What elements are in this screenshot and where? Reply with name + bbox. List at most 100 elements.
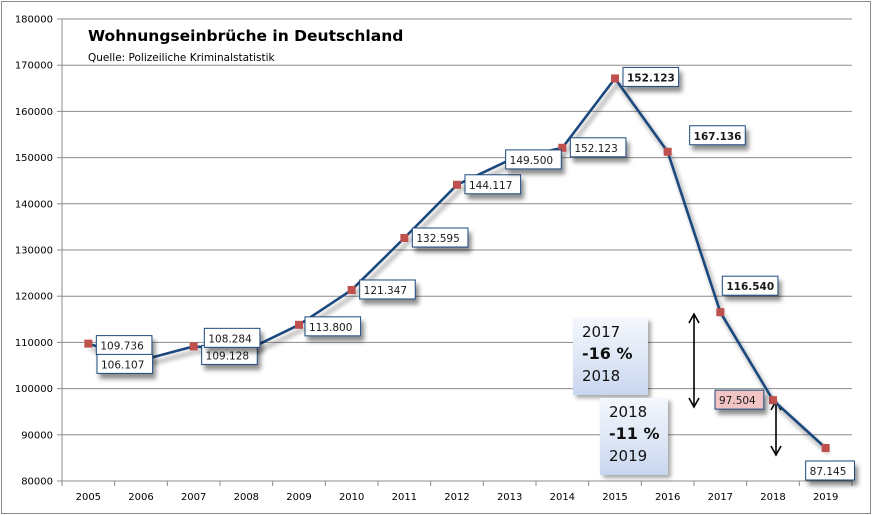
x-tick-label: 2016: [655, 492, 680, 503]
data-label-2018: 97.504: [714, 389, 765, 410]
x-tick-label: 2010: [339, 492, 364, 503]
y-tick-label: 160000: [15, 107, 53, 118]
data-point-marker-2010: [347, 285, 356, 294]
data-point-marker-2016: [663, 147, 672, 156]
y-tick-label: 130000: [15, 246, 53, 257]
x-tick-label: 2005: [76, 492, 101, 503]
data-label-2014: 152.123: [569, 137, 627, 158]
data-label-text: 167.136: [694, 131, 742, 143]
data-label-2008: 108.284: [203, 327, 261, 348]
data-label-box: [721, 275, 779, 296]
annotation-to-year: 2018: [582, 367, 621, 385]
y-tick-label: 100000: [15, 384, 53, 395]
data-label-text: 132.595: [416, 233, 459, 245]
data-label-2007: 109.128: [201, 344, 258, 365]
y-tick-label: 90000: [21, 430, 53, 441]
y-tick-label: 120000: [15, 292, 53, 303]
data-label-text: 106.107: [101, 359, 144, 371]
x-tick-label: 2019: [813, 492, 838, 503]
data-point-marker-2009: [295, 320, 303, 329]
x-tick-label: 2008: [234, 492, 259, 503]
y-tick-label: 170000: [15, 61, 53, 72]
data-label-box: [411, 227, 469, 248]
x-tick-label: 2014: [550, 492, 575, 503]
y-tick-label: 110000: [15, 338, 53, 349]
data-label-box: [569, 137, 627, 158]
gridlines: [62, 18, 852, 436]
arrow-head-down: [688, 397, 700, 409]
x-tick-label: 2007: [181, 492, 206, 503]
x-tick-label: 2018: [760, 492, 785, 503]
data-point-marker-2012: [453, 180, 461, 189]
annotation-box-2018-2019: 2018 -11 % 2019: [600, 398, 668, 475]
data-label-2006: 106.107: [96, 353, 154, 374]
data-label-text: 116.540: [726, 281, 774, 293]
data-label-box: [96, 353, 154, 374]
data-label-box: [689, 125, 746, 146]
data-point-marker-2015: [611, 74, 619, 83]
data-label-text: 108.284: [208, 333, 252, 345]
data-label-box: [304, 316, 362, 337]
annotation-from-year: 2017: [582, 323, 621, 341]
x-tick-label: 2012: [444, 492, 469, 503]
data-labels: 109.736 106.107 109.128 108.284 113.800 121.3…: [95, 66, 855, 481]
data-label-2015: 152.123: [622, 66, 680, 87]
y-tick-label: 80000: [21, 477, 53, 488]
data-label-box: [714, 389, 765, 410]
data-label-text: 152.123: [627, 72, 675, 84]
data-point-marker-2019: [821, 443, 830, 452]
data-label-2012: 144.117: [464, 174, 522, 195]
x-tick-label: 2011: [392, 492, 417, 503]
data-label-box: [622, 66, 680, 87]
x-tick-label: 2009: [286, 492, 311, 503]
data-label-text: 87.145: [810, 466, 847, 478]
change-arrows: [688, 312, 782, 457]
x-tick-label: 2006: [128, 492, 153, 503]
annotation-box-2017-2018: 2017 -16 % 2018: [573, 318, 648, 395]
x-tick-label: 2013: [497, 492, 522, 503]
data-label-2013: 149.500: [505, 149, 562, 170]
data-label-box: [359, 279, 416, 300]
arrow-head-down: [770, 445, 782, 457]
data-label-box: [505, 149, 562, 170]
axes: 80000 90000 100000 110000 120000 130000 140000…: [15, 15, 853, 503]
data-label-text: 109.128: [206, 350, 249, 362]
data-label-2017: 116.540: [721, 275, 779, 296]
data-point-marker-2017: [716, 308, 725, 317]
arrow-2018-2019: [770, 399, 782, 457]
y-tick-label: 150000: [15, 153, 53, 164]
data-label-2010: 121.347: [359, 279, 416, 300]
data-label-box: [805, 460, 855, 481]
data-label-box: [464, 174, 522, 195]
data-label-box: [203, 327, 261, 348]
annotation-to-year: 2019: [609, 447, 648, 465]
data-point-marker-2011: [400, 234, 409, 243]
data-label-2009: 113.800: [304, 316, 362, 337]
annotation-percent: -11 %: [609, 424, 660, 443]
data-point-marker-2014: [558, 143, 567, 152]
data-point-marker-2007: [189, 342, 198, 351]
chart-subtitle: Quelle: Polizeiliche Kriminalstatistik: [88, 52, 276, 64]
data-label-2005: 109.736: [95, 335, 153, 356]
data-label-2016: 167.136: [689, 125, 746, 146]
data-label-text: 121.347: [364, 285, 407, 297]
y-tick-label: 140000: [15, 199, 53, 210]
data-label-text: 149.500: [510, 155, 553, 167]
arrow-2017-2018: [688, 312, 700, 409]
data-label-text: 144.117: [469, 180, 512, 192]
data-point-marker-2005: [84, 339, 93, 348]
x-tick-label: 2017: [708, 492, 733, 503]
data-point-marker-2018: [769, 396, 777, 405]
y-tick-label: 180000: [15, 15, 53, 26]
data-label-text: 152.123: [574, 143, 617, 155]
arrow-head-up: [688, 312, 700, 324]
data-label-text: 97.504: [719, 395, 756, 407]
data-label-text: 113.800: [309, 322, 352, 334]
x-tick-label: 2015: [602, 492, 627, 503]
annotation-from-year: 2018: [609, 403, 648, 421]
annotation-percent: -16 %: [582, 344, 633, 363]
chart-title: Wohnungseinbrüche in Deutschland: [88, 27, 403, 45]
data-label-text: 109.736: [100, 341, 144, 353]
